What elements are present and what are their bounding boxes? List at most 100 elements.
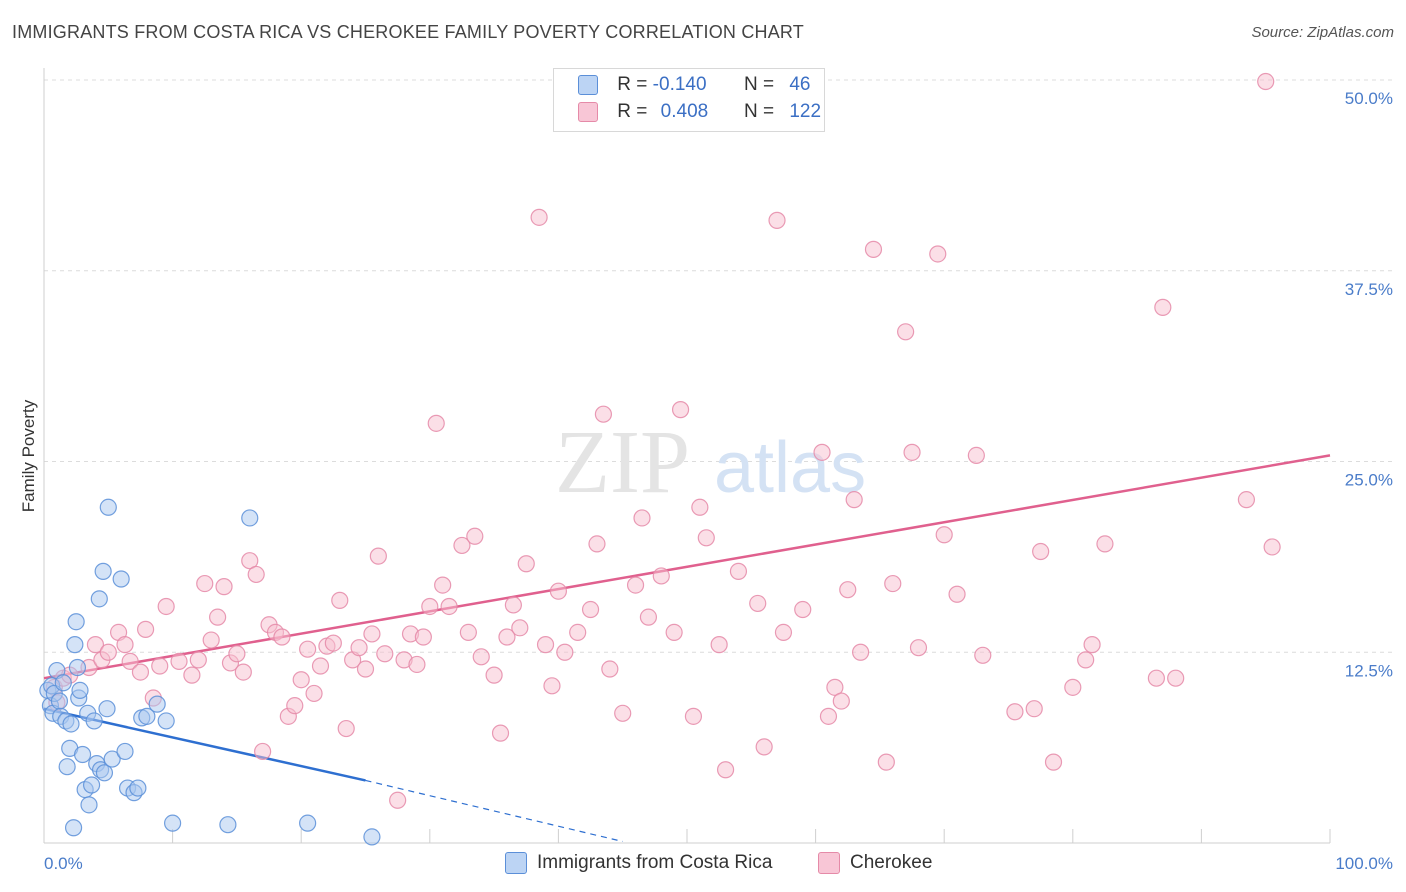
point-cherokee — [157, 597, 175, 616]
bottom-legend-costa-rica: Immigrants from Costa Rica — [505, 852, 772, 874]
point-cherokee — [121, 652, 139, 671]
point-cherokee — [819, 707, 838, 725]
point-cherokee — [1025, 700, 1043, 718]
point-cherokee — [639, 608, 658, 626]
point-cherokee — [974, 646, 992, 664]
point-cherokee — [1147, 669, 1165, 687]
point-cherokee — [472, 648, 490, 666]
point-cherokee — [292, 671, 310, 689]
point-cherokee — [530, 208, 548, 226]
point-cherokee — [421, 597, 439, 616]
point-cherokee — [209, 608, 227, 626]
point-costa-rica — [85, 712, 103, 730]
point-cherokee — [684, 707, 703, 725]
point-cherokee — [1064, 678, 1082, 696]
point-cherokee — [588, 535, 606, 553]
point-cherokee — [1096, 535, 1114, 553]
point-cherokee — [131, 663, 150, 681]
bottom-legend-swatch-costa-rica — [505, 852, 527, 874]
point-cherokee — [1044, 753, 1063, 771]
point-cherokee — [459, 623, 477, 642]
point-cherokee — [832, 692, 850, 710]
point-cherokee — [299, 640, 317, 658]
point-costa-rica — [94, 562, 112, 580]
point-costa-rica — [80, 796, 98, 814]
point-cherokee — [189, 651, 207, 669]
point-cherokee — [710, 636, 728, 654]
source-label: Source: ZipAtlas.com — [1251, 24, 1394, 41]
point-cherokee — [665, 623, 683, 642]
y-axis-label: Family Poverty — [19, 399, 38, 512]
point-cherokee — [498, 628, 516, 646]
legend-r-label: R = — [617, 101, 648, 122]
point-cherokee — [852, 643, 870, 661]
point-cherokee — [273, 628, 291, 646]
point-costa-rica — [95, 764, 114, 782]
point-cherokee — [183, 666, 201, 684]
point-costa-rica — [164, 814, 182, 832]
point-cherokee — [884, 574, 902, 593]
point-costa-rica — [99, 498, 117, 516]
point-cherokee — [948, 585, 966, 603]
point-costa-rica — [62, 715, 80, 733]
point-cherokee — [247, 565, 265, 584]
point-cherokee — [839, 581, 857, 599]
point-cherokee — [254, 742, 272, 761]
point-cherokee — [729, 562, 748, 580]
point-cherokee — [691, 498, 709, 516]
axes — [43, 68, 1331, 844]
data-points — [39, 72, 1281, 846]
point-cherokee — [440, 597, 458, 616]
legend-r-value: 0.408 — [660, 101, 709, 122]
point-cherokee — [453, 536, 471, 555]
point-cherokee — [652, 567, 670, 585]
point-cherokee — [427, 414, 445, 432]
point-costa-rica — [50, 692, 69, 710]
point-cherokee — [99, 643, 117, 661]
point-cherokee — [897, 323, 915, 341]
point-costa-rica — [68, 658, 87, 677]
point-cherokee — [202, 631, 220, 649]
legend-n-label: N = — [743, 101, 775, 122]
point-cherokee — [1263, 538, 1281, 556]
stats-legend: R = -0.140 N = 46 R = 0.408 N = 122 — [553, 68, 825, 132]
point-costa-rica — [54, 674, 72, 692]
point-cherokee — [903, 443, 921, 461]
trend-line-costa-rica-extension — [365, 779, 623, 843]
point-cherokee — [935, 526, 953, 544]
bottom-legend-cherokee: Cherokee — [818, 852, 932, 874]
x-tick-label: 100.0% — [1335, 854, 1393, 873]
chart-title: IMMIGRANTS FROM COSTA RICA VS CHEROKEE F… — [12, 22, 804, 42]
point-cherokee — [569, 623, 587, 642]
point-cherokee — [305, 684, 323, 703]
point-cherokee — [1257, 72, 1275, 91]
watermark-zip: ZIP — [555, 413, 690, 512]
point-cherokee — [434, 576, 452, 594]
point-costa-rica — [73, 745, 92, 764]
point-costa-rica — [241, 509, 259, 527]
point-cherokee — [594, 405, 613, 423]
point-cherokee — [633, 509, 651, 527]
point-cherokee — [826, 678, 844, 696]
point-cherokee — [408, 655, 426, 674]
legend-row-cherokee: R = 0.408 N = 122 — [578, 101, 821, 125]
point-cherokee — [350, 639, 368, 657]
watermark-atlas: atlas — [714, 428, 866, 508]
point-costa-rica — [148, 695, 166, 713]
point-cherokee — [1237, 491, 1256, 509]
point-cherokee — [517, 555, 535, 573]
point-cherokee — [485, 666, 503, 684]
legend-row-costa-rica: R = -0.140 N = 46 — [578, 74, 810, 98]
point-cherokee — [626, 576, 645, 594]
point-cherokee — [1167, 669, 1185, 687]
point-costa-rica — [58, 758, 76, 776]
point-cherokee — [286, 697, 304, 715]
axis-labels: 12.5% 25.0% 37.5% 50.0% 0.0% 100.0% Family Pov… — [19, 89, 1393, 873]
point-cherokee — [774, 623, 793, 642]
bottom-legend-label-costa-rica: Immigrants from Costa Rica — [537, 852, 773, 874]
point-cherokee — [543, 677, 561, 695]
point-costa-rica — [219, 816, 237, 834]
point-cherokee — [389, 791, 407, 809]
point-costa-rica — [90, 590, 108, 608]
